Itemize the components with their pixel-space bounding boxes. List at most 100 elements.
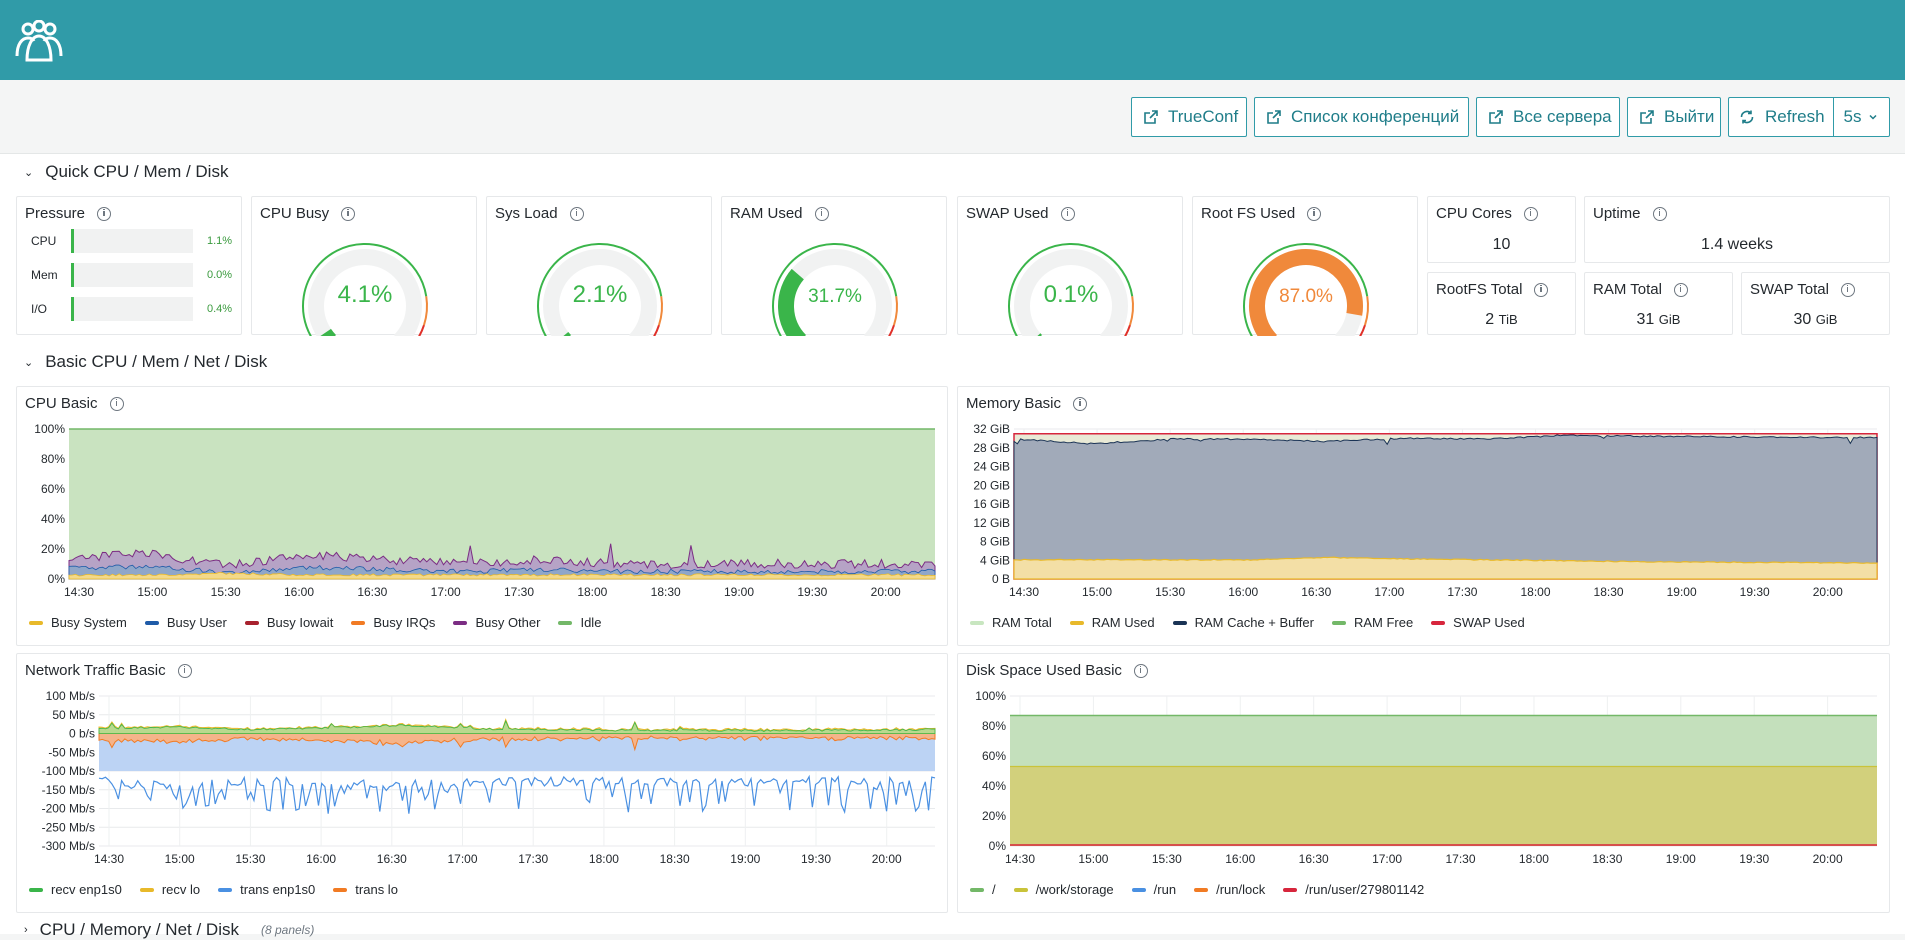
legend-item[interactable]: trans lo	[333, 882, 398, 897]
logout-button[interactable]: Выйти	[1627, 97, 1721, 137]
gauge-value-arc	[778, 268, 807, 336]
gauge-threshold-red	[888, 324, 895, 336]
legend-item[interactable]: RAM Total	[970, 615, 1052, 630]
legend-swatch	[558, 620, 573, 625]
x-tick-label: 16:00	[306, 852, 336, 866]
panel-title: CPU Cores	[1436, 205, 1538, 222]
info-icon[interactable]	[1534, 282, 1549, 297]
y-tick-label: 16 GiB	[973, 497, 1010, 511]
pressure-bar	[71, 297, 193, 321]
gauge-value-text: 4.1%	[338, 281, 393, 308]
info-icon[interactable]	[177, 663, 192, 678]
panel-title-text: SWAP Used	[966, 205, 1049, 222]
legend-swatch	[351, 620, 366, 625]
series-ram-used	[1013, 556, 1878, 580]
legend-item[interactable]: /run/user/279801142	[1283, 882, 1424, 897]
info-icon[interactable]	[97, 206, 112, 221]
cpu-busy-gauge: 4.1%	[302, 243, 428, 336]
chart-legend: RAM Total RAM Used RAM Cache + Buffer RAM F…	[970, 615, 1525, 630]
legend-label: recv lo	[161, 882, 201, 897]
conference-list-button[interactable]: Список конференций	[1254, 97, 1469, 137]
legend-item[interactable]: Busy User	[144, 615, 227, 630]
gauge-track	[1014, 249, 1128, 336]
legend-swatch	[1013, 887, 1028, 892]
legend-item[interactable]: /work/storage	[1013, 882, 1114, 897]
legend-item[interactable]: RAM Cache + Buffer	[1172, 615, 1314, 630]
stat-number: 2	[1485, 311, 1495, 328]
info-icon[interactable]	[1307, 206, 1322, 221]
legend-item[interactable]: Busy IRQs	[351, 615, 435, 630]
legend-item[interactable]: RAM Free	[1331, 615, 1413, 630]
section-quick[interactable]: ⌄ Quick CPU / Mem / Disk	[24, 162, 228, 182]
info-icon[interactable]	[1060, 206, 1075, 221]
legend-item[interactable]: Busy System	[29, 615, 127, 630]
pressure-value: 1.1%	[207, 235, 233, 247]
uptime-panel: Uptime 1.4 weeks	[1584, 196, 1890, 263]
all-servers-button[interactable]: Все сервера	[1476, 97, 1620, 137]
legend-item[interactable]: RAM Used	[1069, 615, 1155, 630]
panel-title: SWAP Used	[966, 205, 1075, 222]
legend-item[interactable]: Busy Iowait	[244, 615, 334, 630]
root-fs-used-gauge: 87.0%	[1243, 243, 1369, 336]
panel-title: Root FS Used	[1201, 205, 1322, 222]
x-tick-label: 19:00	[1666, 852, 1696, 866]
legend-item[interactable]: SWAP Used	[1431, 615, 1525, 630]
info-icon[interactable]	[109, 396, 124, 411]
button-label: TrueConf	[1168, 107, 1239, 126]
refresh-icon	[1740, 110, 1754, 124]
y-tick-label: 40%	[41, 512, 65, 526]
info-icon[interactable]	[1523, 206, 1538, 221]
y-tick-label: 4 GiB	[980, 553, 1010, 567]
y-tick-label: -250 Mb/s	[42, 820, 95, 834]
info-icon[interactable]	[814, 206, 829, 221]
panel-title: SWAP Total	[1750, 281, 1855, 298]
refresh-button[interactable]: Refresh	[1729, 98, 1834, 136]
info-icon[interactable]	[1652, 206, 1667, 221]
legend-item[interactable]: Busy Other	[453, 615, 540, 630]
network-traffic-basic-panel: Network Traffic Basic -300 Mb/s -250 Mb/s…	[16, 653, 948, 913]
stat-value: 1.4 weeks	[1585, 236, 1889, 254]
legend-label: Busy Iowait	[266, 615, 334, 630]
info-icon[interactable]	[569, 206, 584, 221]
legend-item[interactable]: recv lo	[139, 882, 201, 897]
x-tick-label: 14:30	[64, 585, 94, 599]
info-icon[interactable]	[1073, 396, 1088, 411]
refresh-interval-dropdown[interactable]: 5s	[1834, 98, 1884, 136]
legend-item[interactable]: Idle	[558, 615, 601, 630]
legend-item[interactable]: trans enp1s0	[218, 882, 315, 897]
legend-label: /run/lock	[1216, 882, 1266, 897]
trueconf-link-button[interactable]: TrueConf	[1131, 97, 1247, 137]
section-basic[interactable]: ⌄ Basic CPU / Mem / Net / Disk	[24, 352, 267, 372]
legend-item[interactable]: recv enp1s0	[29, 882, 122, 897]
x-tick-label: 14:30	[1005, 852, 1035, 866]
cpu-basic-chart: 0% 20% 40% 60% 80% 100% 14:30 15:00 15:30 16:00 16…	[34, 422, 936, 599]
legend-item[interactable]: /run/lock	[1194, 882, 1265, 897]
info-icon[interactable]	[1133, 663, 1148, 678]
series-work-storage-area	[1010, 766, 1877, 846]
series-idle-area	[69, 429, 935, 579]
info-icon[interactable]	[341, 206, 356, 221]
y-tick-label: 0 b/s	[69, 727, 95, 741]
ram-used-panel: RAM Used 31.7%	[721, 196, 947, 336]
y-tick-label: 100%	[975, 689, 1006, 703]
section-more[interactable]: › CPU / Memory / Net / Disk (8 panels)	[24, 920, 314, 940]
sys-load-panel: Sys Load 2.1%	[486, 196, 712, 336]
stat-number: 30	[1793, 311, 1812, 328]
info-icon[interactable]	[1840, 282, 1855, 297]
dashboard-body: ⌄ Quick CPU / Mem / Disk Pressure CPU 1.1…	[0, 154, 1905, 939]
gauge-value-text: 2.1%	[573, 281, 628, 308]
x-tick-label: 19:00	[730, 852, 760, 866]
x-tick-label: 16:30	[357, 585, 387, 599]
y-tick-label: 80%	[41, 452, 65, 466]
users-group-icon[interactable]	[14, 20, 64, 62]
x-tick-label: 15:30	[1152, 852, 1182, 866]
legend-item[interactable]: /	[970, 882, 996, 897]
x-tick-label: 18:30	[1592, 852, 1622, 866]
pressure-value: 0.4%	[207, 303, 233, 315]
x-tick-label: 20:00	[872, 852, 902, 866]
x-tick-label: 18:00	[1519, 852, 1549, 866]
legend-item[interactable]: /run	[1131, 882, 1176, 897]
panel-title-text: SWAP Total	[1750, 281, 1829, 298]
info-icon[interactable]	[1673, 282, 1688, 297]
legend-label: Busy Other	[475, 615, 541, 630]
